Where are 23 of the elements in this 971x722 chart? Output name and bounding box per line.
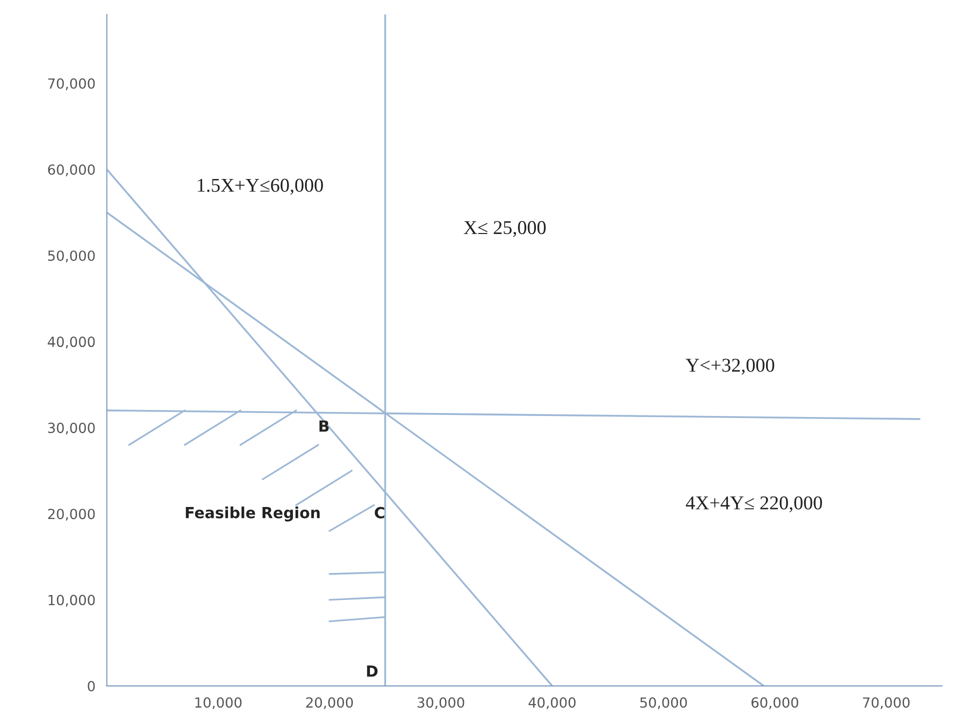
annotation: C xyxy=(374,506,384,518)
annotation: D xyxy=(367,666,378,677)
y-tick-label: 0 xyxy=(88,680,95,692)
x-tick-label: 30,000 xyxy=(418,697,464,710)
x-tick-label: 20,000 xyxy=(306,697,353,710)
x-tick-label: 50,000 xyxy=(640,697,687,710)
annotation: 4X+4Y≤ 220,000 xyxy=(686,496,822,512)
y-tick-label: 10,000 xyxy=(48,594,95,607)
annotation: B xyxy=(319,420,329,432)
annotation: Feasible Region xyxy=(186,506,320,522)
y-tick-label: 60,000 xyxy=(48,164,95,176)
y-tick-label: 30,000 xyxy=(48,422,95,435)
annotation: 1.5X+Y≤60,000 xyxy=(198,178,323,195)
x-tick-label: 70,000 xyxy=(863,697,910,710)
y-tick-label: 20,000 xyxy=(48,508,95,521)
annotation: X≤ 25,000 xyxy=(464,221,546,237)
annotation: Y<+32,000 xyxy=(686,358,774,375)
x-tick-label: 60,000 xyxy=(752,697,798,710)
x-tick-label: 40,000 xyxy=(528,697,576,710)
x-tick-label: 10,000 xyxy=(195,697,242,710)
y-tick-label: 50,000 xyxy=(48,250,95,262)
y-tick-label: 70,000 xyxy=(48,78,95,90)
y-tick-label: 40,000 xyxy=(48,336,95,348)
